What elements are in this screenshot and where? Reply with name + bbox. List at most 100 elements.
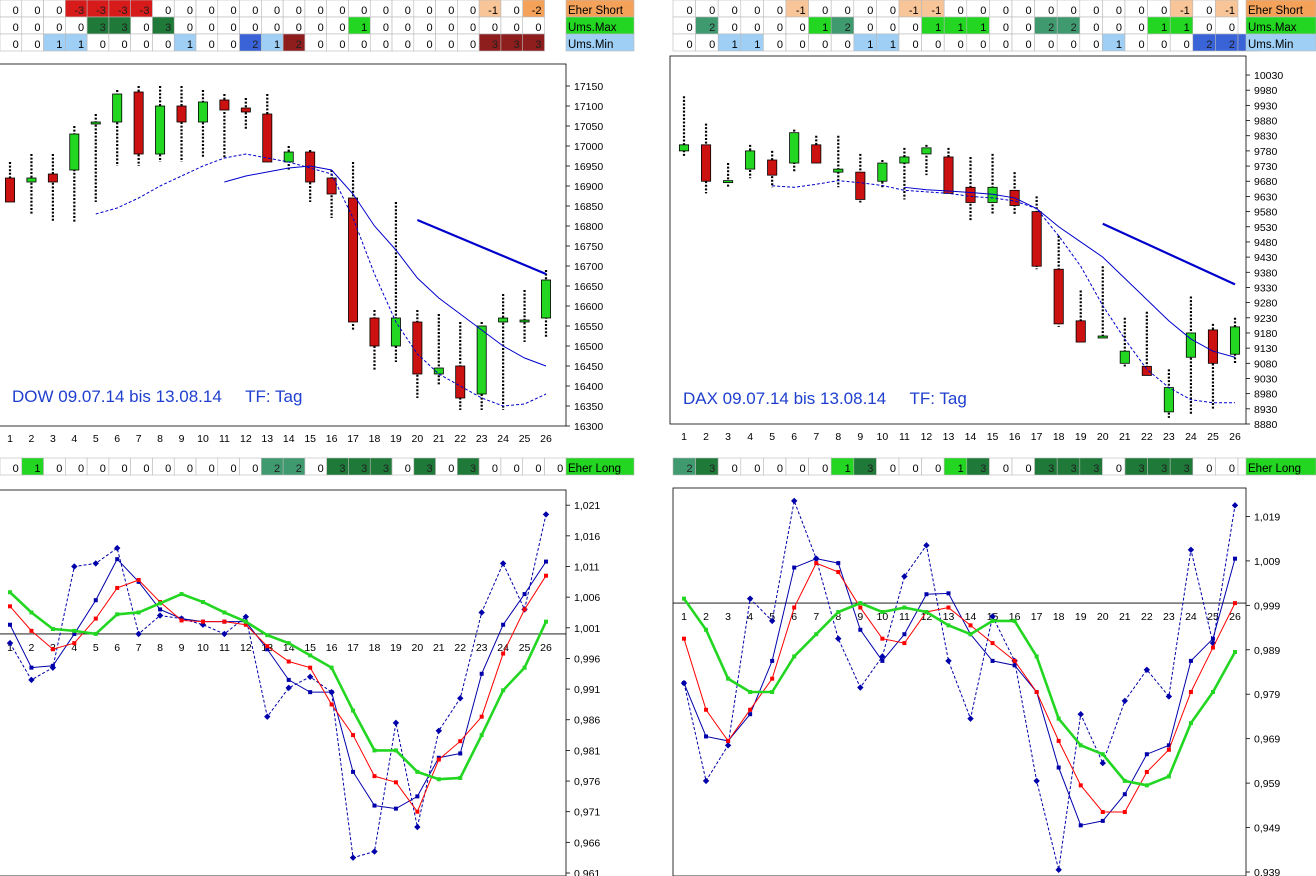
- dow-signal-value: 0: [318, 39, 324, 51]
- dow-x-tick-label: 7: [136, 642, 142, 654]
- dax-x-tick-label: 21: [1119, 611, 1131, 623]
- dow-series-point: [50, 663, 55, 668]
- dax-y-tick-label: 9580: [1254, 207, 1278, 219]
- dax-signal-value: 0: [912, 463, 918, 475]
- dow-series-point: [115, 557, 120, 562]
- dax-series-point: [1100, 818, 1105, 823]
- dax-candle-body: [1185, 332, 1196, 358]
- dow-candle-body: [412, 321, 423, 375]
- dax-signal-value: 0: [822, 463, 828, 475]
- dax-x-tick-label: 20: [1097, 431, 1109, 443]
- dax-series-point: [1144, 752, 1149, 757]
- dax-series-point: [791, 497, 798, 505]
- dax-signal-label: Eher Long: [1248, 463, 1301, 475]
- dow-y-tick-label: 0,996: [574, 653, 600, 665]
- dax-signal-value: 0: [686, 22, 692, 34]
- dax-series-point: [968, 623, 973, 628]
- dax-series-point: [746, 595, 754, 602]
- dow-x-tick-label: 2: [29, 642, 35, 654]
- dow-candle-body: [369, 317, 380, 347]
- dow-y-tick-label: 16550: [574, 321, 603, 333]
- dax-y-tick-label: 0,999: [1254, 600, 1280, 612]
- dow-series-point: [50, 647, 55, 652]
- dow-x-tick-label: 11: [219, 642, 230, 654]
- dax-y-tick-label: 0,939: [1254, 867, 1280, 876]
- dax-series-point: [748, 707, 753, 712]
- dax-y-tick-label: 9830: [1254, 131, 1278, 143]
- dow-x-tick-label: 24: [497, 433, 509, 445]
- dow-series-point: [115, 612, 120, 617]
- dow-signal-value: 0: [252, 5, 258, 17]
- dow-x-tick-label: 15: [304, 433, 316, 445]
- dow-series-point: [93, 616, 98, 621]
- dow-x-tick-label: 13: [261, 433, 273, 445]
- dax-series-point: [1166, 774, 1171, 779]
- dow-series-point: [29, 665, 34, 670]
- dow-series-point: [265, 644, 270, 649]
- dow-series-point: [393, 748, 398, 753]
- dax-series-point: [990, 641, 995, 646]
- dow-y-tick-label: 1,006: [574, 592, 600, 604]
- dax-x-tick-label: 14: [965, 431, 977, 443]
- dax-signal-value: 1: [754, 39, 760, 51]
- dow-series-point: [72, 641, 77, 646]
- dax-signal-value: 0: [777, 463, 783, 475]
- dow-series-point: [136, 610, 141, 615]
- dow-candle-body: [519, 319, 530, 323]
- dow-series-point: [136, 577, 141, 582]
- dax-series-point: [880, 658, 885, 663]
- dow-y-tick-label: 16950: [574, 161, 603, 173]
- dow-signal-value: 0: [405, 5, 411, 17]
- dow-candle-body: [69, 133, 80, 171]
- dax-signal-value: 0: [1003, 463, 1009, 475]
- dow-signal-value: 3: [492, 39, 498, 51]
- dow-x-tick-label: 3: [50, 433, 56, 445]
- dax-series-line: [682, 597, 1237, 787]
- dax-x-tick-label: 21: [1119, 431, 1131, 443]
- dax-series-point: [902, 632, 907, 637]
- dow-signal-value: 1: [187, 39, 193, 51]
- dow-series-point: [415, 769, 420, 774]
- dow-series-point: [479, 714, 484, 719]
- dow-y-tick-label: 16800: [574, 221, 603, 233]
- dow-signal-value: 0: [535, 463, 541, 475]
- dax-series-point: [1143, 666, 1151, 673]
- dow-x-tick-label: 7: [136, 433, 142, 445]
- dax-x-tick-label: 23: [1163, 611, 1175, 623]
- dow-y-tick-label: 1,016: [574, 531, 600, 543]
- dow-candle-body: [26, 177, 37, 183]
- dax-x-tick-label: 5: [769, 431, 775, 443]
- dax-x-tick-label: 25: [1207, 611, 1219, 623]
- dow-series-point: [222, 619, 227, 624]
- dax-series-point: [814, 561, 819, 566]
- dow-signal-value: 0: [230, 39, 236, 51]
- dax-candle-body: [877, 162, 888, 182]
- dax-candle-body: [1053, 268, 1064, 325]
- dax-signal-value: 0: [1093, 22, 1099, 34]
- dax-x-tick-label: 19: [1075, 431, 1087, 443]
- dow-x-tick-label: 15: [304, 642, 316, 654]
- dow-signal-value: 0: [296, 22, 302, 34]
- dow-series-point: [436, 777, 441, 782]
- dow-signal-value: 0: [448, 463, 454, 475]
- dax-x-tick-label: 14: [965, 611, 977, 623]
- dax-x-tick-label: 17: [1031, 611, 1043, 623]
- dax-series-line: [683, 499, 1236, 870]
- dow-signal-value: 3: [165, 22, 171, 34]
- dax-series-point: [704, 627, 709, 632]
- dax-x-tick-label: 5: [769, 611, 775, 623]
- dax-y-tick-label: 8930: [1254, 404, 1278, 416]
- dax-x-tick-label: 24: [1185, 431, 1197, 443]
- dow-x-tick-label: 25: [519, 642, 531, 654]
- dax-x-tick-label: 26: [1229, 431, 1241, 443]
- dow-signal-value: 1: [34, 463, 40, 475]
- dow-x-tick-label: 21: [433, 433, 445, 445]
- dax-candle-body: [1141, 365, 1152, 376]
- dax-signal-value: 0: [1138, 5, 1144, 17]
- dow-y-tick-label: 1,021: [574, 500, 600, 512]
- dax-x-tick-label: 1: [681, 611, 687, 623]
- dax-signal-value: 0: [1116, 5, 1122, 17]
- dax-signal-value: 0: [1229, 22, 1235, 34]
- dow-signal-value: 3: [361, 463, 367, 475]
- dow-series-point: [329, 690, 334, 695]
